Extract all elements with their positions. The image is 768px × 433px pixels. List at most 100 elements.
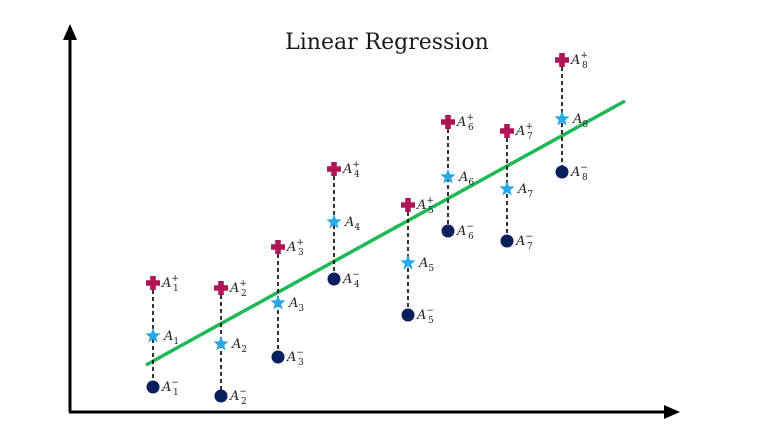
lower-label-5-sub: 5: [428, 316, 434, 326]
center-label-3-sub: 3: [298, 304, 304, 314]
star-icon: [499, 181, 515, 196]
center-label-7-sub: 7: [527, 190, 533, 200]
lower-label-8: A− 8: [570, 163, 588, 183]
lower-label-5-letter: A: [416, 308, 426, 323]
upper-label-4-sup: +: [352, 160, 360, 170]
lower-label-4: A− 4: [342, 270, 360, 290]
upper-label-1-letter: A: [161, 276, 171, 291]
upper-label-5: A+ 5: [416, 196, 434, 216]
lower-label-7-sub: 7: [527, 242, 533, 252]
center-label-4: A4: [344, 215, 360, 233]
lower-label-5: A− 5: [416, 306, 434, 326]
lower-label-3-sup: −: [296, 348, 304, 358]
plus-icon: [441, 115, 456, 129]
center-label-8: A8: [572, 112, 588, 130]
center-label-1-sub: 1: [173, 337, 179, 347]
center-label-7-letter: A: [517, 182, 527, 197]
center-label-1-letter: A: [163, 329, 173, 344]
upper-label-3-sup: +: [296, 238, 304, 248]
upper-label-8-sup: +: [580, 51, 588, 61]
center-label-1: A1: [163, 329, 179, 347]
upper-label-2-sub: 2: [241, 289, 247, 299]
upper-label-3-letter: A: [286, 240, 296, 255]
upper-label-1-sup: +: [171, 274, 179, 284]
upper-label-7-letter: A: [515, 124, 525, 139]
plus-icon: [271, 240, 286, 254]
center-label-2-sub: 2: [241, 345, 247, 355]
lower-label-4-letter: A: [342, 272, 352, 287]
lower-label-2-sub: 2: [241, 397, 247, 407]
center-label-5-letter: A: [418, 256, 428, 271]
lower-label-1: A− 1: [161, 378, 179, 398]
dot-icon: [555, 165, 569, 179]
regression-line: [145, 99, 626, 367]
dot-icon: [401, 308, 415, 322]
upper-label-7: A+ 7: [515, 122, 533, 142]
center-label-3-letter: A: [288, 296, 298, 311]
center-label-5-sub: 5: [428, 264, 434, 274]
lower-label-2: A− 2: [229, 387, 247, 407]
x-axis-arrow-icon: [664, 405, 680, 419]
center-label-7: A7: [517, 182, 533, 200]
upper-label-1-sub: 1: [173, 284, 179, 294]
lower-label-3-letter: A: [286, 350, 296, 365]
upper-label-5-sup: +: [426, 196, 434, 206]
upper-label-4: A+ 4: [342, 160, 360, 180]
star-icon: [440, 169, 456, 184]
center-label-8-letter: A: [572, 112, 582, 127]
upper-label-8: A+ 8: [570, 51, 588, 71]
lower-label-7: A− 7: [515, 232, 533, 252]
upper-label-7-sub: 7: [527, 132, 533, 142]
lower-label-1-sup: −: [171, 378, 179, 388]
upper-label-6: A+ 6: [456, 113, 474, 133]
upper-label-5-letter: A: [416, 198, 426, 213]
dot-icon: [214, 389, 228, 403]
center-label-5: A5: [418, 256, 434, 274]
lower-label-1-letter: A: [161, 380, 171, 395]
lower-label-4-sup: −: [352, 270, 360, 280]
upper-label-2: A+ 2: [229, 279, 247, 299]
dot-icon: [146, 380, 160, 394]
point-group-8: A+ 8 A8 A− 8: [554, 51, 588, 183]
center-label-4-sub: 4: [354, 223, 360, 233]
center-label-2: A2: [231, 337, 247, 355]
plus-icon: [499, 124, 514, 138]
lower-label-6: A− 6: [456, 222, 474, 242]
upper-label-6-sub: 6: [468, 123, 474, 133]
upper-label-3: A+ 3: [286, 238, 304, 258]
lower-label-6-sup: −: [466, 222, 474, 232]
lower-label-8-sup: −: [580, 163, 588, 173]
upper-label-5-sub: 5: [428, 206, 434, 216]
upper-label-2-sup: +: [239, 279, 247, 289]
lower-label-6-letter: A: [456, 224, 466, 239]
dot-icon: [441, 224, 455, 238]
upper-label-6-letter: A: [456, 115, 466, 130]
lower-label-8-letter: A: [570, 165, 580, 180]
center-label-3: A3: [288, 296, 304, 314]
upper-label-8-letter: A: [570, 53, 580, 68]
lower-label-3: A− 3: [286, 348, 304, 368]
dot-icon: [500, 234, 514, 248]
upper-label-2-letter: A: [229, 281, 239, 296]
upper-label-4-letter: A: [342, 162, 352, 177]
upper-label-7-sup: +: [525, 122, 533, 132]
center-label-2-letter: A: [231, 337, 241, 352]
star-icon: [554, 111, 570, 126]
lower-label-7-sup: −: [525, 232, 533, 242]
star-icon: [270, 295, 286, 310]
plus-icon: [327, 162, 342, 176]
upper-label-1: A+ 1: [161, 274, 179, 294]
lower-label-5-sup: −: [426, 306, 434, 316]
lower-label-1-sub: 1: [173, 388, 179, 398]
plus-icon: [146, 276, 160, 291]
lower-label-2-letter: A: [229, 389, 239, 404]
diagram-title: Linear Regression: [285, 30, 489, 55]
